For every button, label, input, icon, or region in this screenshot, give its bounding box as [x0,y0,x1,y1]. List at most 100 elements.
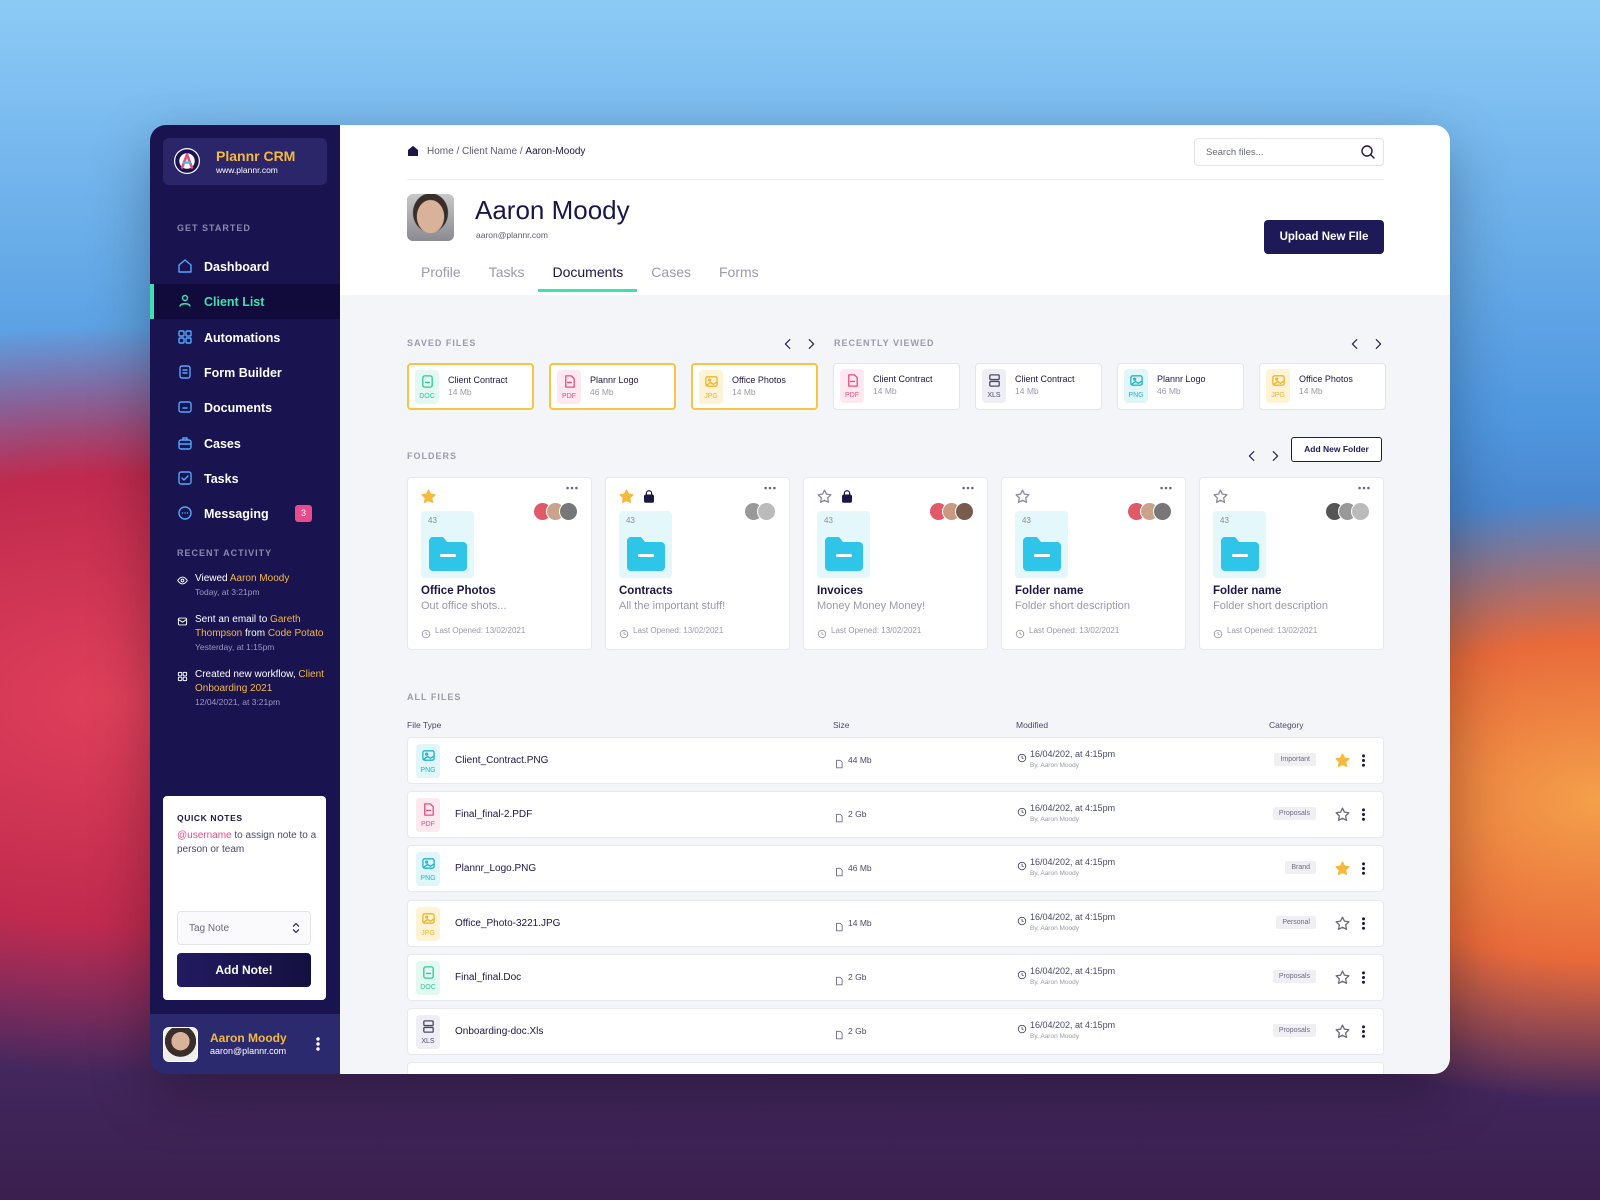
arrow-left[interactable] [781,337,795,356]
nav-item[interactable]: Messaging 3 [150,496,340,531]
row-menu[interactable] [1356,1024,1371,1044]
icon-part [1335,807,1350,822]
icon-part [808,339,815,349]
nav-item[interactable]: Dashboard [150,249,340,284]
more-menu[interactable] [1159,481,1173,500]
file-card[interactable]: PNG Plannr Logo 46 Mb [1117,363,1244,410]
file-row[interactable]: DOC Final_final.Doc 2 Gb 16/04/202, at 4:15… [407,953,1384,1001]
search-box[interactable]: Search files... [1194,138,1384,166]
category-tag: Proposals [1272,807,1316,821]
star-filled[interactable] [1335,861,1350,881]
section-label: SAVED FILES [407,338,477,348]
more-menu[interactable] [565,481,579,500]
file-row[interactable]: PDF Final_final-2.PDF 2 Gb 16/04/202, at 4:… [407,791,1384,839]
activity-span: Viewed [195,573,230,584]
nav-item[interactable]: Documents [150,390,340,425]
tab[interactable]: Forms [718,264,759,280]
upload-button[interactable]: Upload New FIle [1264,220,1384,254]
file-card[interactable]: JPG Office Photos 14 Mb [691,363,818,410]
breadcrumb-item[interactable]: Client Name [462,145,518,157]
tab[interactable]: Tasks [488,264,525,280]
icon-part [1034,554,1050,557]
activity-icon [177,573,188,591]
file-card[interactable]: JPG Office Photos 14 Mb [1259,363,1386,410]
nav-item[interactable]: Client List [150,284,340,320]
icon-part [1019,631,1022,636]
icon-part [764,486,776,490]
arrow-right[interactable] [1371,337,1385,356]
nav-item[interactable]: Automations [150,320,340,355]
file-row[interactable]: XLS Onboarding-doc.Xls 2 Gb 16/04/202, at 4… [407,1008,1384,1055]
icon-part [1248,451,1255,461]
tag-select[interactable]: Tag Note [177,911,311,945]
icon-part [407,145,419,157]
tab[interactable]: Cases [651,264,691,280]
file-row[interactable]: JPG Office_Photo-3221.JPG 14 Mb 16/04/202, … [407,899,1384,947]
folder-card[interactable]: 43 Office Photos Out office shots... Last O… [407,477,592,650]
nav-item[interactable]: Cases [150,426,340,461]
star-outline[interactable] [1015,489,1030,509]
icon-part [1021,972,1024,976]
file-card[interactable]: DOC Client Contract 14 Mb [407,363,534,410]
breadcrumb-item[interactable]: Home [427,145,454,157]
file-card[interactable]: PDF Plannr Logo 46 Mb [549,363,676,410]
star-outline[interactable] [1335,807,1350,827]
file-ext: PDF [845,392,859,399]
arrow-right[interactable] [804,337,818,356]
more-menu[interactable] [1357,481,1371,500]
icon-part [808,339,815,349]
icon-part [1361,808,1365,821]
tab[interactable]: Documents [538,257,638,292]
file-row[interactable]: PNG Plannr_Logo.PNG 46 Mb 16/04/202, at 4:1… [407,845,1384,893]
star-outline[interactable] [1335,970,1350,990]
add-note-button[interactable]: Add Note! [177,953,311,987]
icon-part [425,631,428,636]
icon-part [179,365,191,379]
file-card[interactable]: PDF Client Contract 14 Mb [833,363,960,410]
icon-part [1370,154,1375,159]
user-menu[interactable] [310,1036,326,1057]
activity-time: Yesterday, at 1:15pm [195,642,275,652]
folder-card[interactable]: 43 Invoices Money Money Money! Last Opened:… [803,477,988,650]
star-outline[interactable] [1213,489,1228,509]
star-outline[interactable] [1335,916,1350,936]
file-card[interactable]: XLS Client Contract 14 Mb [975,363,1102,410]
row-menu[interactable] [1356,970,1371,990]
icon-part [178,329,185,337]
file-icon: PDF [557,370,581,404]
star-outline[interactable] [1335,1024,1350,1044]
arrow-left[interactable] [1348,337,1362,356]
row-menu[interactable] [1356,807,1371,827]
folder-card[interactable]: 43 Folder name Folder short description Las… [1199,477,1384,650]
folder-card[interactable]: 43 Folder name Folder short description Las… [1001,477,1186,650]
star-outline[interactable] [817,489,832,509]
arrow-left[interactable] [1245,449,1259,468]
tab[interactable]: Profile [421,264,461,280]
icon-part [1169,486,1172,490]
row-menu[interactable] [1356,861,1371,881]
file-icon: XLS [416,1015,440,1049]
file-row[interactable]: PNG Client_Contract.PNG 44 Mb 16/04/202, at… [407,737,1384,784]
icon-part [182,676,188,682]
file-icon: JPG [416,906,440,941]
icon-part [836,976,843,985]
icon-part [1130,380,1142,385]
nav-item[interactable]: Tasks [150,461,340,496]
user-footer: Aaron Moody aaron@plannr.com [150,1014,340,1074]
star-filled[interactable] [619,489,634,509]
file-size: 14 Mb [732,387,756,397]
nav-item[interactable]: Form Builder [150,355,340,390]
star-filled[interactable] [421,489,436,509]
more-menu[interactable] [961,481,975,500]
star-filled[interactable] [1335,753,1350,773]
file-name: Onboarding-doc.Xls [455,1026,544,1037]
add-folder-button[interactable]: Add New Folder [1291,437,1382,462]
arrow-right[interactable] [1268,449,1282,468]
icon-part [292,923,300,933]
row-menu[interactable] [1356,916,1371,936]
folder-card[interactable]: 43 Contracts All the important stuff! Last … [605,477,790,650]
more-menu[interactable] [763,481,777,500]
row-menu[interactable] [1356,753,1371,773]
activity-link: Code Potato [267,628,324,639]
